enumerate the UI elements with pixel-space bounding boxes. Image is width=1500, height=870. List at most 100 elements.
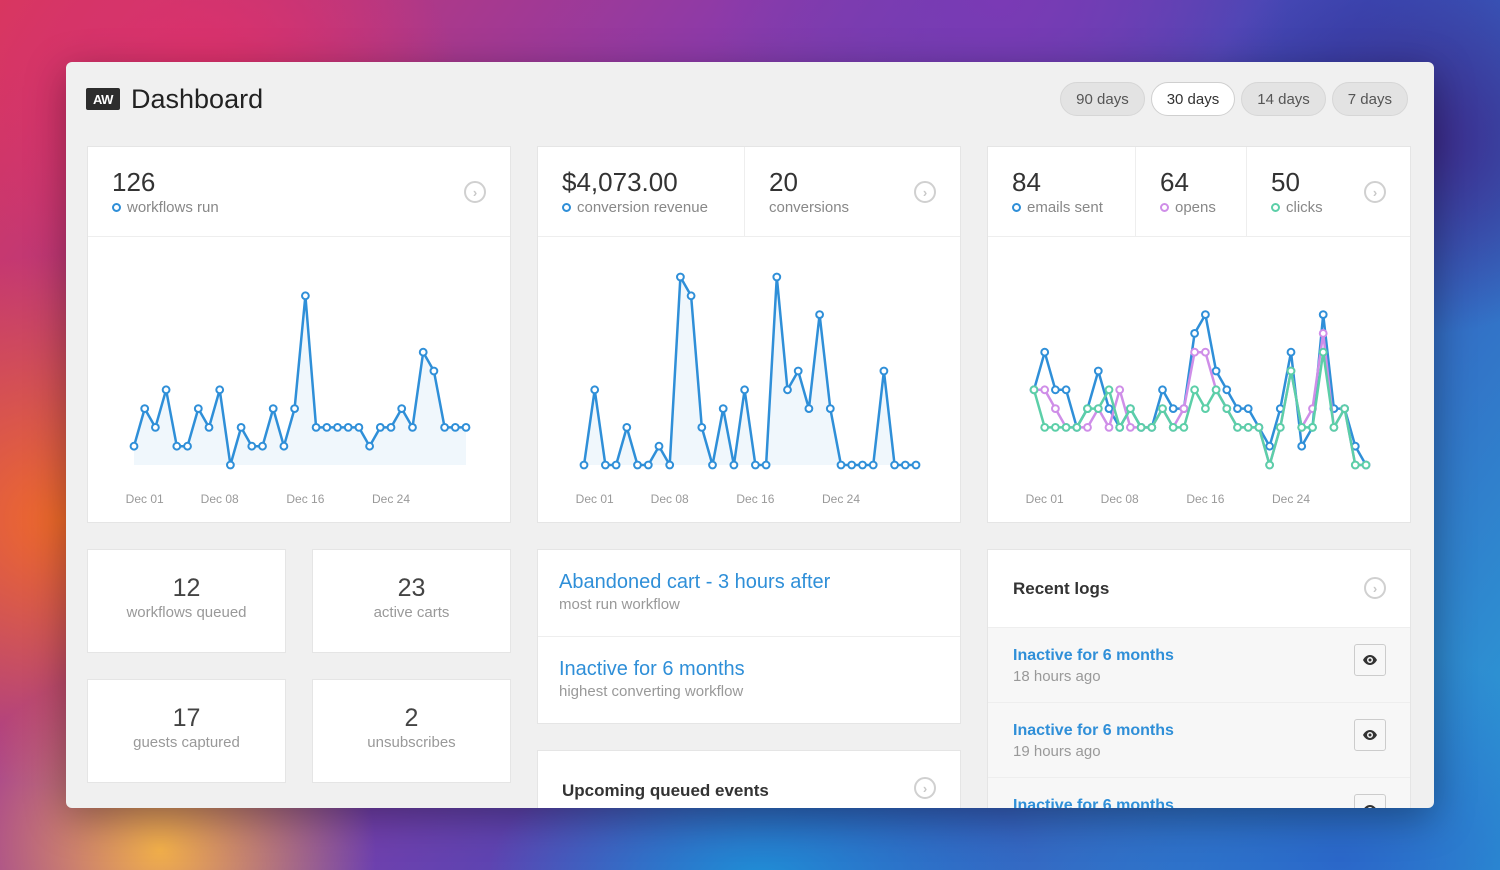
purple-dot-icon [1160, 203, 1169, 212]
data-point [1190, 347, 1200, 357]
data-point [1083, 423, 1092, 432]
data-point [815, 310, 825, 319]
view-log-button[interactable] [1354, 719, 1386, 751]
x-tick-label: Dec 01 [1026, 492, 1064, 506]
data-point [236, 423, 246, 432]
data-point [633, 460, 642, 470]
data-point [1275, 423, 1285, 432]
data-point [686, 291, 696, 301]
data-point [1190, 329, 1200, 338]
data-point [204, 423, 214, 432]
conversions-label: conversions [769, 199, 850, 216]
data-point [1361, 460, 1371, 470]
data-point [365, 441, 375, 451]
data-point [1083, 404, 1092, 414]
chevron-right-icon[interactable]: › [914, 181, 936, 203]
data-point [1029, 385, 1039, 395]
log-item-title[interactable]: Inactive for 6 months [1013, 647, 1174, 664]
range-30-days[interactable]: 30 days [1150, 82, 1236, 116]
opens-stat: 64 opens [1136, 147, 1247, 236]
chevron-right-icon[interactable]: › [1364, 181, 1386, 203]
data-point [183, 441, 192, 451]
highest-converting-workflow-subtitle: highest converting workflow [559, 683, 744, 700]
most-run-workflow-title[interactable]: Abandoned cart - 3 hours after [559, 571, 831, 593]
highest-converting-workflow[interactable]: Inactive for 6 months highest converting… [538, 637, 960, 724]
x-tick-label: Dec 08 [651, 492, 689, 506]
data-point [1254, 423, 1264, 432]
data-point [1051, 404, 1060, 414]
data-point [1093, 404, 1103, 414]
blue-dot-icon [562, 203, 571, 212]
active-carts-label: active carts [373, 604, 450, 621]
data-point [783, 385, 792, 395]
data-point [1040, 423, 1050, 432]
data-point [1297, 423, 1307, 432]
view-log-button[interactable] [1354, 644, 1386, 676]
data-point [1201, 310, 1210, 319]
data-point [1126, 404, 1135, 414]
view-log-button[interactable] [1354, 794, 1386, 808]
data-point [311, 423, 321, 432]
data-point [1051, 385, 1060, 395]
data-point [161, 385, 171, 395]
x-tick-label: Dec 08 [201, 492, 239, 506]
most-run-workflow[interactable]: Abandoned cart - 3 hours after most run … [538, 550, 960, 637]
data-point [1297, 441, 1307, 451]
data-point [718, 404, 728, 414]
dashboard-window: AW Dashboard 90 days 30 days 14 days 7 d… [66, 62, 1434, 808]
series-area [584, 277, 916, 465]
data-point [1136, 423, 1146, 432]
highest-converting-workflow-title[interactable]: Inactive for 6 months [559, 658, 745, 680]
data-point [1040, 347, 1050, 357]
log-item-title[interactable]: Inactive for 6 months [1013, 797, 1174, 808]
data-point [1243, 423, 1253, 432]
data-point [1093, 366, 1103, 376]
workflows-card: 126 workflows run › Dec 01 Dec 08 Dec 16 De… [87, 146, 511, 523]
data-point [215, 385, 225, 395]
chevron-right-icon[interactable]: › [914, 777, 936, 799]
eye-icon [1363, 655, 1377, 665]
range-90-days[interactable]: 90 days [1060, 82, 1145, 116]
range-7-days[interactable]: 7 days [1331, 82, 1408, 116]
chevron-right-icon[interactable]: › [1364, 577, 1386, 599]
clicks-value: 50 [1271, 167, 1300, 197]
data-point [740, 385, 750, 395]
data-point [279, 441, 289, 451]
x-tick-label: Dec 24 [372, 492, 410, 506]
data-point [1222, 385, 1232, 395]
chevron-right-icon[interactable]: › [464, 181, 486, 203]
x-tick-label: Dec 08 [1101, 492, 1139, 506]
data-point [247, 441, 257, 451]
x-tick-label: Dec 24 [822, 492, 860, 506]
data-point [847, 460, 857, 470]
log-item-title[interactable]: Inactive for 6 months [1013, 722, 1174, 739]
data-point [301, 291, 310, 301]
data-point [258, 441, 267, 451]
data-point [1340, 404, 1350, 414]
data-point [751, 460, 760, 470]
data-point [333, 423, 342, 432]
data-point [879, 366, 889, 376]
range-14-days[interactable]: 14 days [1241, 82, 1326, 116]
data-point [1265, 460, 1275, 470]
workflows-queued-value: 12 [172, 574, 201, 602]
data-point [1233, 423, 1242, 432]
green-dot-icon [1271, 203, 1280, 212]
x-tick-label: Dec 01 [576, 492, 614, 506]
data-point [1308, 423, 1317, 432]
data-point [1179, 404, 1189, 414]
data-point [1201, 347, 1210, 357]
data-point [611, 460, 621, 470]
opens-label: opens [1175, 199, 1216, 216]
data-point [1104, 423, 1114, 432]
data-point [1211, 385, 1221, 395]
eye-icon [1364, 805, 1376, 808]
eye-icon [1363, 730, 1377, 740]
data-point [1265, 441, 1275, 451]
data-point [793, 366, 803, 376]
data-point [290, 404, 300, 414]
data-point [1051, 423, 1060, 432]
data-point [900, 460, 910, 470]
data-point [429, 366, 439, 376]
top-workflows-card: Abandoned cart - 3 hours after most run … [537, 549, 961, 724]
